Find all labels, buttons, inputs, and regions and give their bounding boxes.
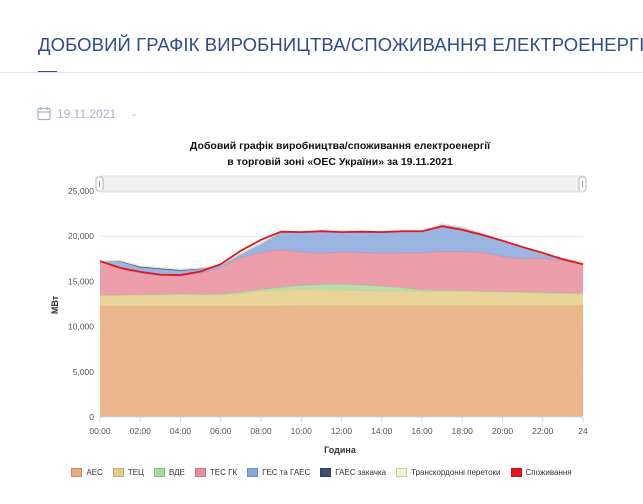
legend-swatch xyxy=(247,468,259,477)
legend-label: ТЕС ГК xyxy=(209,468,238,477)
x-tick-label: 02:00 xyxy=(130,426,152,436)
legend-label: ТЕЦ xyxy=(127,468,144,477)
legend-swatch xyxy=(153,468,165,477)
y-tick-label: 15,000 xyxy=(68,276,94,286)
header-divider xyxy=(0,72,643,73)
x-tick-label: 08:00 xyxy=(250,426,272,436)
y-tick-label: 25,000 xyxy=(68,186,94,196)
legend-item[interactable]: ГЕС та ГАЕС xyxy=(247,468,310,477)
x-axis-ticks: 00:00 02:00 04:00 06:00 08:00 10:00 12:00 14:00… xyxy=(89,417,588,436)
legend-item[interactable]: ТЕС ГК xyxy=(194,468,238,477)
x-tick-label: 14:00 xyxy=(371,426,393,436)
x-tick-label: 12:00 xyxy=(331,426,353,436)
x-tick-label: 22:00 xyxy=(532,426,554,436)
legend-swatch xyxy=(112,468,124,477)
legend-item[interactable]: ГАЕС закачка xyxy=(320,468,386,477)
x-tick-label: 06:00 xyxy=(210,426,232,436)
y-axis-label: МВт xyxy=(50,295,60,314)
navigator-scrollbar[interactable] xyxy=(99,175,584,193)
legend-swatch xyxy=(71,468,83,477)
legend-label: АЕС xyxy=(86,468,103,477)
production-consumption-chart: Добовий графік виробництва/споживання ел… xyxy=(50,140,588,455)
legend-swatch xyxy=(510,468,522,477)
area-series-ТЕЦ xyxy=(100,289,583,307)
x-tick-label: 16:00 xyxy=(411,426,433,436)
legend-swatch xyxy=(320,468,332,477)
legend-label: ВДЕ xyxy=(168,468,185,477)
legend-item[interactable]: АЕС xyxy=(71,468,103,477)
x-tick-label: 18:00 xyxy=(452,426,474,436)
chevron-down-icon: ⌄ xyxy=(130,108,138,118)
legend-label: ГАЕС закачка xyxy=(335,468,387,477)
legend-item[interactable]: Споживання xyxy=(510,468,572,477)
line-series-Споживання xyxy=(99,225,584,276)
x-axis-label: Година xyxy=(324,445,357,455)
x-tick-label: 20:00 xyxy=(492,426,514,436)
y-tick-label: 5,000 xyxy=(73,367,95,377)
area-series-АЕС xyxy=(100,305,583,417)
legend-item[interactable]: Транскордонні перетоки xyxy=(396,468,501,477)
series-lines xyxy=(99,225,584,276)
stacked-areas xyxy=(99,223,584,417)
x-tick-label: 00:00 xyxy=(89,426,111,436)
area-series-ТЕС ГК xyxy=(100,249,583,296)
y-axis-ticks: 0 5,000 10,000 15,000 20,000 25,000 xyxy=(68,186,94,422)
legend-label: ГЕС та ГАЕС xyxy=(262,468,311,477)
area-series-ВДЕ xyxy=(100,284,583,296)
area-series-ГЕС та ГАЕС xyxy=(100,224,583,276)
chart-subtitle: в торговій зоні «ОЕС України» за 19.11.2… xyxy=(227,156,453,168)
legend-swatch xyxy=(194,468,206,477)
legend-label: Споживання xyxy=(525,468,572,477)
legend-item[interactable]: ТЕЦ xyxy=(112,468,144,477)
y-tick-label: 0 xyxy=(89,412,94,422)
calendar-icon xyxy=(37,106,51,121)
legend-swatch xyxy=(396,468,408,477)
chart-title: Добовий графік виробництва/споживання ел… xyxy=(190,140,491,152)
chart-legend: АЕС ТЕЦ ВДЕ ТЕС ГК ГЕС та ГАЕС ГАЕС закачка Тр… xyxy=(0,468,643,477)
x-tick-label: 10:00 xyxy=(291,426,313,436)
y-tick-label: 10,000 xyxy=(68,322,94,332)
x-tick-label: 04:00 xyxy=(170,426,192,436)
date-value: 19.11.2021 xyxy=(57,106,117,121)
legend-label: Транскордонні перетоки xyxy=(411,468,501,477)
y-tick-label: 20,000 xyxy=(68,231,94,241)
legend-item[interactable]: ВДЕ xyxy=(153,468,185,477)
page-title: ДОБОВИЙ ГРАФІК ВИРОБНИЦТВА/СПОЖИВАННЯ ЕЛ… xyxy=(38,34,643,55)
date-picker[interactable]: 19.11.2021 ⌄ xyxy=(37,106,138,121)
x-tick-label: 24 xyxy=(578,426,588,436)
